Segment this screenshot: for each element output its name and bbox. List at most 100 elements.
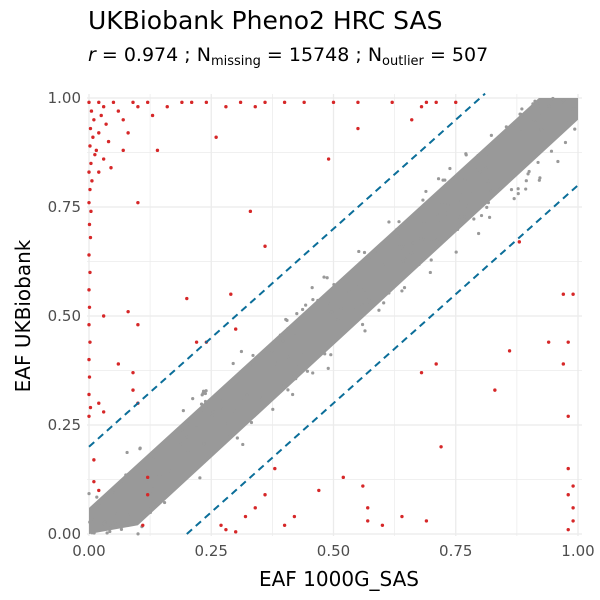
inlier-point <box>292 373 296 377</box>
outlier-point <box>224 527 228 532</box>
outlier-point <box>87 100 91 105</box>
inlier-point <box>563 140 568 145</box>
threshold-lines <box>88 92 579 535</box>
outlier-point <box>317 488 321 493</box>
outlier-point <box>87 222 92 227</box>
outlier-point <box>101 157 106 161</box>
outlier-point <box>91 135 95 139</box>
inlier-point <box>377 308 381 312</box>
outlier-point <box>126 309 130 314</box>
outlier-point <box>145 493 150 497</box>
inlier-point <box>286 327 290 331</box>
inlier-point <box>144 469 148 473</box>
inlier-point <box>162 500 167 505</box>
inlier-point <box>200 393 204 397</box>
inlier-point <box>98 514 103 518</box>
inlier-point <box>435 218 439 222</box>
inlier-point <box>512 197 516 201</box>
axis-ticks: 0.00 0.25 0.50 0.75 1.00 0.00 0.25 0.50 0.75 1.00 <box>48 89 595 560</box>
inlier-point <box>421 237 426 241</box>
inlier-point <box>151 457 155 461</box>
inlier-point <box>299 353 303 357</box>
inlier-point <box>322 275 326 279</box>
inlier-point <box>376 250 380 254</box>
outlier-point <box>121 118 125 122</box>
inlier-point <box>148 510 153 514</box>
inlier-point <box>489 189 493 193</box>
inlier-point <box>397 242 402 246</box>
outlier-point <box>145 475 150 480</box>
outlier-point <box>87 305 92 309</box>
outlier-point <box>87 288 91 292</box>
outlier-point <box>419 105 424 109</box>
outlier-points <box>87 100 575 534</box>
inlier-point <box>526 172 530 176</box>
inlier-point <box>504 125 508 129</box>
inlier-point <box>150 492 154 496</box>
outlier-point <box>97 488 101 493</box>
outlier-point <box>109 166 113 170</box>
outlier-point <box>97 401 101 405</box>
inlier-point <box>326 301 330 305</box>
outlier-point <box>136 200 140 205</box>
outlier-point <box>194 340 199 344</box>
inlier-point <box>382 301 386 305</box>
outlier-point <box>356 126 360 131</box>
inlier-point <box>204 389 208 393</box>
inlier-point <box>222 440 227 444</box>
inlier-point <box>444 211 448 215</box>
inlier-point <box>409 215 414 219</box>
inlier-point <box>125 450 129 455</box>
outlier-point <box>88 405 93 410</box>
outlier-point <box>87 414 91 418</box>
outlier-point <box>341 475 345 480</box>
inlier-point <box>536 160 540 165</box>
inlier-point <box>531 102 535 106</box>
inlier-point <box>478 170 482 174</box>
outlier-point <box>94 148 99 153</box>
inlier-point <box>105 531 109 535</box>
inlier-point <box>558 102 562 106</box>
inlier-point <box>511 123 515 128</box>
outlier-point <box>131 370 135 375</box>
inlier-point <box>460 190 464 194</box>
outlier-point <box>185 296 189 301</box>
inlier-point <box>339 306 344 311</box>
outlier-point <box>571 506 575 510</box>
inlier-point <box>551 96 555 101</box>
inlier-point <box>419 236 423 241</box>
inlier-point <box>519 127 523 131</box>
inlier-point <box>353 305 358 309</box>
inlier-point <box>454 250 458 254</box>
outlier-point <box>253 105 257 109</box>
inlier-point <box>311 297 315 302</box>
inlier-point <box>191 397 195 401</box>
outlier-point <box>493 388 497 392</box>
inlier-point <box>532 118 536 122</box>
outlier-point <box>87 392 91 397</box>
inlier-point <box>325 276 329 280</box>
outlier-point <box>400 514 404 519</box>
inlier-point <box>402 286 407 290</box>
inlier-point <box>500 148 504 152</box>
outlier-point <box>390 100 394 105</box>
inlier-point <box>487 215 492 219</box>
inlier-point <box>186 422 190 426</box>
inlier-point <box>400 289 404 293</box>
y-axis-title: EAF UKBiobank <box>11 239 35 392</box>
outlier-point <box>106 139 111 144</box>
outlier-point <box>89 209 93 214</box>
inlier-point <box>403 245 407 249</box>
outlier-point <box>434 362 438 366</box>
x-tick-label: 0.50 <box>317 542 350 560</box>
inlier-point <box>463 177 467 181</box>
inlier-point <box>547 104 551 108</box>
inlier-point <box>138 446 142 450</box>
outlier-point <box>89 161 93 166</box>
outlier-point <box>97 100 101 105</box>
outlier-point <box>410 118 414 122</box>
inlier-point <box>144 500 148 504</box>
inlier-cloud <box>89 98 578 534</box>
inlier-point <box>417 262 421 266</box>
